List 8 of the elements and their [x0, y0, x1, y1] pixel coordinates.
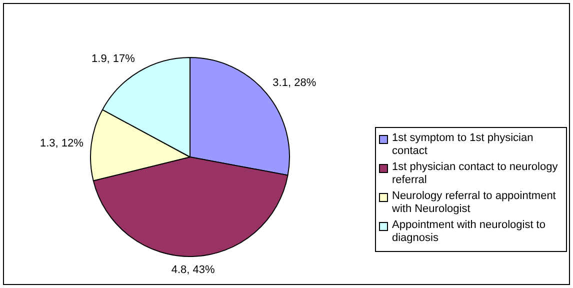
data-label: 3.1, 28% [272, 76, 316, 89]
data-label: 1.9, 17% [92, 53, 136, 66]
legend-label: Neurology referral to appointment with Neurologist [392, 190, 557, 216]
legend-label: Appointment with neurologist to diagnosis [392, 219, 546, 245]
legend-label: 1st physician contact to neurology referral [392, 161, 559, 187]
legend-label: 1st symptom to 1st physician contact [392, 132, 534, 158]
data-label: 4.8, 43% [171, 264, 215, 276]
data-label: 1.3, 12% [40, 137, 84, 150]
